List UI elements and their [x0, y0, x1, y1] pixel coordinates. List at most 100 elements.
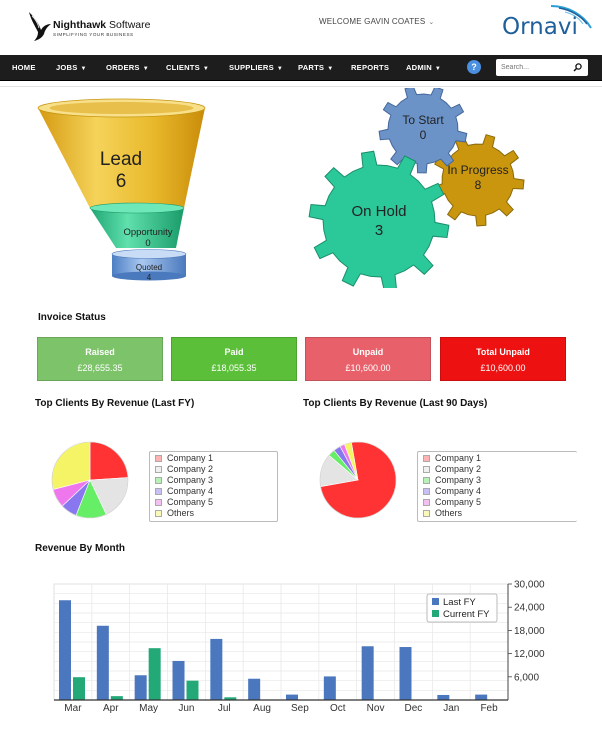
nav-clients[interactable]: CLIENTS ▼ — [166, 63, 210, 72]
swatch — [423, 477, 430, 484]
bar-current-fy[interactable] — [186, 680, 199, 700]
gear-to-start-value: 0 — [420, 128, 427, 142]
invoice-raised-card[interactable]: Raised £28,655.35 — [37, 337, 163, 381]
brand-name: Nighthawk Software — [53, 19, 151, 31]
gear-on-hold-label: On Hold — [351, 203, 406, 220]
help-button[interactable]: ? — [467, 60, 481, 74]
top-clients-fy-title: Top Clients By Revenue (Last FY) — [35, 398, 195, 409]
gear-on-hold[interactable]: On Hold 3 — [308, 150, 450, 288]
bar-last-fy[interactable] — [59, 600, 71, 700]
caret-down-icon: ▼ — [80, 66, 87, 72]
funnel-lead-value: 6 — [116, 171, 127, 192]
legend-swatch — [432, 610, 439, 617]
x-tick-label: Jun — [178, 703, 194, 714]
gear-in-progress-label: In Progress — [447, 163, 508, 177]
ornavi-wordmark: Ornavi — [502, 14, 578, 40]
bar-last-fy[interactable] — [210, 638, 223, 700]
swatch — [155, 455, 162, 462]
pie-outline — [51, 441, 129, 519]
caret-down-icon: ▼ — [276, 66, 283, 72]
top-clients-90-title: Top Clients By Revenue (Last 90 Days) — [303, 398, 488, 409]
invoice-status-title: Invoice Status — [38, 312, 106, 323]
invoice-paid-label: Paid — [224, 347, 244, 357]
swatch — [155, 499, 162, 506]
swatch — [155, 488, 162, 495]
wave-swoosh-icon — [550, 5, 592, 29]
bar-last-fy[interactable] — [172, 660, 185, 700]
bar-last-fy[interactable] — [361, 646, 374, 700]
legend-box — [426, 593, 498, 623]
y-tick-label: 6,000 — [514, 672, 539, 683]
job-status-gears: In Progress 8 To Start 0 On Hold 3 — [308, 88, 525, 288]
nav-parts[interactable]: PARTS ▼ — [298, 63, 334, 72]
invoice-raised-label: Raised — [85, 347, 115, 357]
header: Nighthawk Software SIMPLIFYING YOUR BUSI… — [0, 0, 602, 55]
swatch — [423, 488, 430, 495]
bar-last-fy[interactable] — [399, 647, 412, 700]
bar-last-fy[interactable] — [134, 675, 147, 700]
bar-last-fy[interactable] — [286, 694, 298, 700]
divider — [0, 86, 602, 87]
welcome-text: WELCOME GAVIN COATES — [319, 17, 426, 26]
swatch — [423, 510, 430, 517]
search-icon[interactable] — [573, 63, 582, 72]
nav-jobs[interactable]: JOBS ▼ — [56, 63, 87, 72]
ornavi-logo: Ornavi — [499, 4, 599, 50]
invoice-total-unpaid-card[interactable]: Total Unpaid £10,600.00 — [440, 337, 566, 381]
legend-label: Current FY — [443, 609, 490, 620]
nighthawk-logo[interactable]: Nighthawk Software SIMPLIFYING YOUR BUSI… — [27, 10, 157, 44]
gear-to-start[interactable]: To Start 0 — [378, 88, 468, 174]
pie-outline — [319, 441, 397, 519]
bar-current-fy[interactable] — [148, 648, 161, 700]
nav-admin[interactable]: ADMIN ▼ — [406, 63, 442, 72]
y-tick-label: 18,000 — [514, 626, 545, 637]
nav-orders[interactable]: ORDERS ▼ — [106, 63, 149, 72]
funnel-quoted-label: Quoted — [136, 263, 162, 272]
funnel-opportunity-section[interactable]: Opportunity 0 — [89, 202, 185, 249]
funnel-opportunity-label: Opportunity — [123, 227, 172, 238]
top-clients-fy-legend: Company 1 Company 2 Company 3 Company 4 … — [149, 451, 278, 522]
x-tick-label: Mar — [64, 703, 82, 714]
revenue-by-month-title: Revenue By Month — [35, 543, 126, 554]
hawk-icon — [29, 12, 51, 41]
invoice-unpaid-label: Unpaid — [352, 347, 384, 357]
bar-last-fy[interactable] — [475, 694, 488, 700]
user-menu[interactable]: WELCOME GAVIN COATES ⌄ — [319, 17, 434, 26]
y-tick-label: 12,000 — [514, 649, 545, 660]
gear-to-start-label: To Start — [402, 113, 444, 127]
gear-in-progress-value: 8 — [475, 178, 482, 192]
top-clients-fy-pie — [51, 441, 129, 519]
nav-suppliers[interactable]: SUPPLIERS ▼ — [229, 63, 283, 72]
funnel-quoted-section[interactable]: Quoted 4 — [111, 249, 187, 283]
caret-down-icon: ▼ — [202, 66, 210, 72]
bar-current-fy[interactable] — [224, 697, 237, 700]
x-tick-label: Jan — [443, 703, 459, 714]
bar-last-fy[interactable] — [96, 625, 109, 700]
nav-reports[interactable]: REPORTS — [351, 63, 390, 72]
x-tick-label: Nov — [367, 703, 385, 714]
bar-last-fy[interactable] — [323, 676, 336, 700]
legend-label: Last FY — [443, 597, 476, 608]
search-box — [496, 59, 588, 76]
bar-last-fy[interactable] — [248, 678, 261, 700]
bar-current-fy[interactable] — [73, 677, 85, 700]
funnel-lead-label: Lead — [100, 149, 142, 170]
pie-slice[interactable] — [89, 441, 129, 481]
legend-swatch — [432, 598, 439, 605]
invoice-unpaid-card[interactable]: Unpaid £10,600.00 — [305, 337, 431, 381]
funnel-lead-section[interactable]: Lead 6 — [37, 98, 206, 208]
swatch — [155, 466, 162, 473]
y-tick-label: 30,000 — [514, 580, 545, 591]
brand-tagline: SIMPLIFYING YOUR BUSINESS — [53, 32, 134, 37]
nav-home[interactable]: HOME — [12, 63, 36, 72]
bar-current-fy[interactable] — [110, 696, 123, 700]
invoice-paid-value: £18,055.35 — [211, 363, 257, 373]
swatch — [423, 455, 430, 462]
swatch — [155, 477, 162, 484]
search-input[interactable] — [501, 61, 573, 74]
bar-last-fy[interactable] — [437, 694, 450, 700]
invoice-paid-card[interactable]: Paid £18,055.35 — [171, 337, 297, 381]
swatch — [423, 466, 430, 473]
help-icon: ? — [471, 62, 477, 72]
